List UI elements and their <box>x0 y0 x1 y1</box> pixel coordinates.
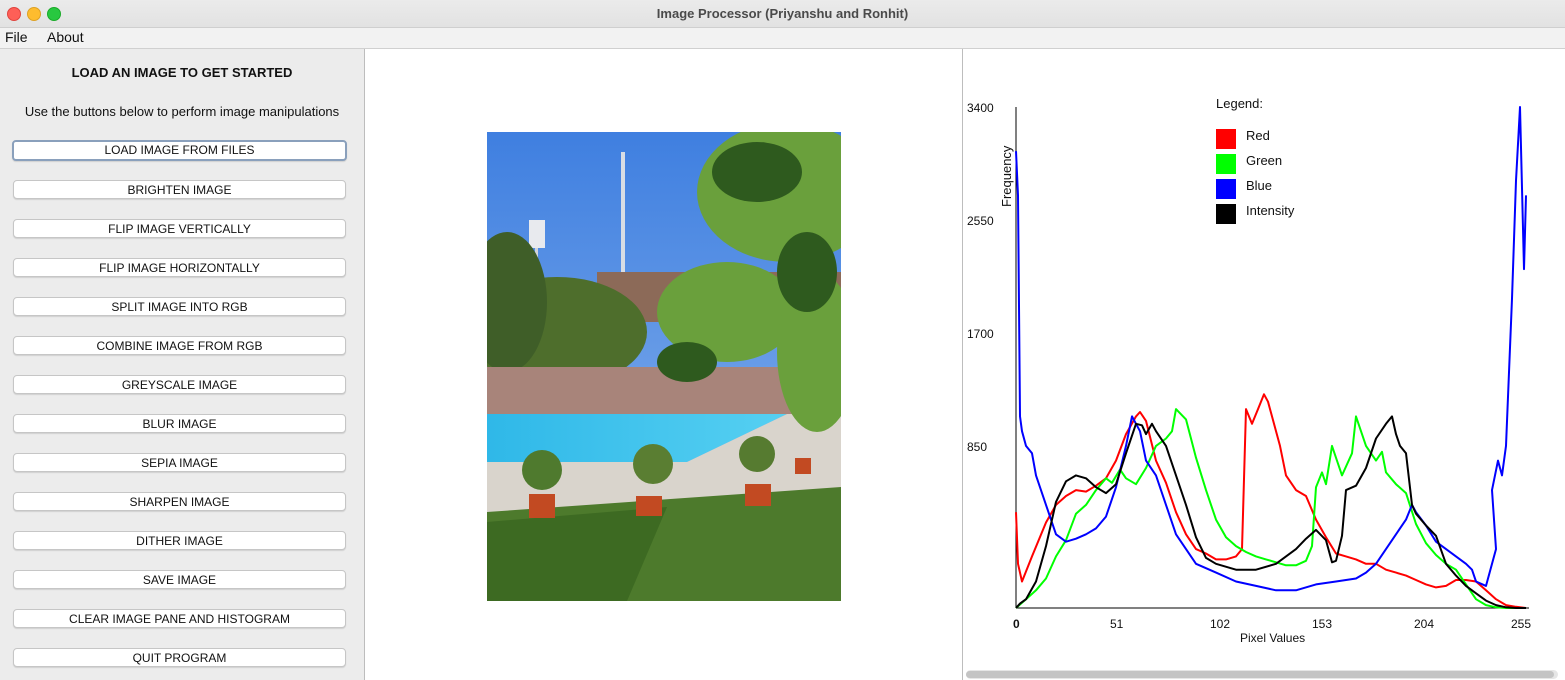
menu-bar: File About <box>0 28 1565 49</box>
flip-horizontal-button[interactable]: FLIP IMAGE HORIZONTALLY <box>13 258 346 277</box>
legend-swatch-intensity <box>1216 204 1236 224</box>
legend-label-green: Green <box>1246 153 1282 168</box>
menu-about[interactable]: About <box>47 29 84 45</box>
sepia-button[interactable]: SEPIA IMAGE <box>13 453 346 472</box>
legend: Legend: Red Green Blue Intensity <box>1216 96 1295 224</box>
legend-label-intensity: Intensity <box>1246 203 1295 218</box>
combine-rgb-button[interactable]: COMBINE IMAGE FROM RGB <box>13 336 346 355</box>
x-tick-label: 153 <box>1312 617 1332 631</box>
legend-label-blue: Blue <box>1246 178 1272 193</box>
x-tick-label: 255 <box>1511 617 1531 631</box>
flip-vertical-button[interactable]: FLIP IMAGE VERTICALLY <box>13 219 346 238</box>
load-image-button[interactable]: LOAD IMAGE FROM FILES <box>12 140 347 161</box>
histogram-series-green <box>1015 408 1526 609</box>
legend-swatch-red <box>1216 129 1236 149</box>
legend-swatch-blue <box>1216 179 1236 199</box>
dither-button[interactable]: DITHER IMAGE <box>13 531 346 550</box>
x-tick-label: 51 <box>1110 617 1124 631</box>
histogram-series-intensity <box>1015 415 1526 609</box>
greyscale-button[interactable]: GREYSCALE IMAGE <box>13 375 346 394</box>
loaded-photo <box>487 132 841 601</box>
title-bar: Image Processor (Priyanshu and Ronhit) <box>0 0 1565 28</box>
clear-pane-button[interactable]: CLEAR IMAGE PANE AND HISTOGRAM <box>13 609 346 628</box>
x-tick-label: 204 <box>1414 617 1434 631</box>
y-tick-label: 1700 <box>967 327 994 341</box>
blur-button[interactable]: BLUR IMAGE <box>13 414 346 433</box>
horizontal-scrollbar[interactable] <box>966 670 1558 679</box>
y-tick-label: 3400 <box>967 101 994 115</box>
x-tick-label: 0 <box>1013 617 1020 631</box>
quit-button[interactable]: QUIT PROGRAM <box>13 648 346 667</box>
histogram-series-red <box>1015 393 1527 609</box>
close-window-button[interactable] <box>7 7 21 21</box>
panel-title: LOAD AN IMAGE TO GET STARTED <box>71 65 293 80</box>
legend-label-red: Red <box>1246 128 1270 143</box>
minimize-window-button[interactable] <box>27 7 41 21</box>
legend-swatch-green <box>1216 154 1236 174</box>
panel-subtitle: Use the buttons below to perform image m… <box>24 104 340 119</box>
scrollbar-thumb[interactable] <box>966 671 1554 678</box>
control-panel: LOAD AN IMAGE TO GET STARTED Use the but… <box>0 49 365 680</box>
save-image-button[interactable]: SAVE IMAGE <box>13 570 346 589</box>
zoom-window-button[interactable] <box>47 7 61 21</box>
brighten-image-button[interactable]: BRIGHTEN IMAGE <box>13 180 346 199</box>
legend-title: Legend: <box>1216 96 1263 111</box>
histogram-series-blue <box>1015 106 1527 592</box>
image-pane <box>365 49 963 680</box>
window-title: Image Processor (Priyanshu and Ronhit) <box>656 6 909 21</box>
menu-file[interactable]: File <box>5 29 28 45</box>
y-tick-label: 850 <box>967 440 987 454</box>
x-tick-label: 102 <box>1210 617 1230 631</box>
split-rgb-button[interactable]: SPLIT IMAGE INTO RGB <box>13 297 346 316</box>
y-tick-label: 2550 <box>967 214 994 228</box>
y-axis-label: Frequency <box>999 145 1014 207</box>
x-axis-label: Pixel Values <box>1240 631 1305 645</box>
sharpen-button[interactable]: SHARPEN IMAGE <box>13 492 346 511</box>
histogram-chart: 3400 2550 1700 850 0 51 102 153 204 255 … <box>967 96 1531 645</box>
histogram-pane: 3400 2550 1700 850 0 51 102 153 204 255 … <box>963 49 1565 680</box>
